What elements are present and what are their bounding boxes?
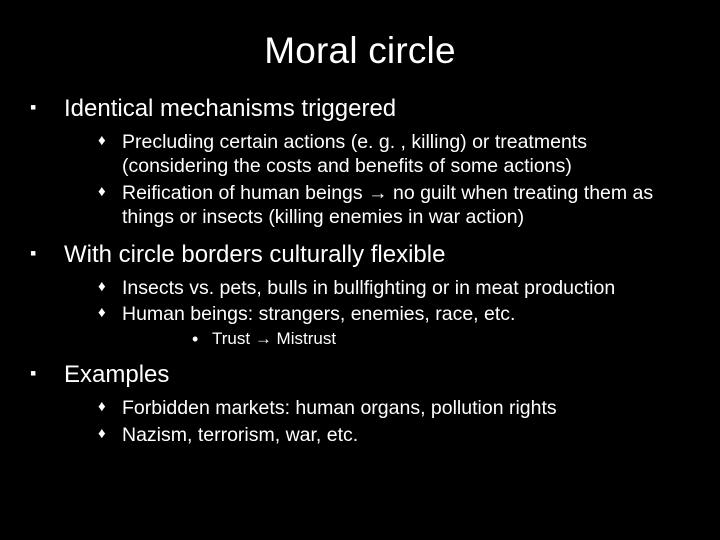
sub-item: ♦ Precluding certain actions (e. g. , ki… [64,130,696,179]
sub-list: ♦ Precluding certain actions (e. g. , ki… [64,130,696,230]
diamond-bullet-icon: ♦ [98,278,106,295]
diamond-bullet-icon: ♦ [98,132,106,149]
diamond-bullet-icon: ♦ [98,425,106,442]
sub-item: ♦ Nazism, terrorism, war, etc. [64,423,696,447]
item-text: Examples [64,361,169,388]
diamond-bullet-icon: ♦ [98,304,106,321]
item-text: Identical mechanisms triggered [64,95,396,122]
item-text: With circle borders culturally flexible [64,241,445,268]
slide: Moral circle ▪ Identical mechanisms trig… [0,0,720,540]
subsub-list: • Trust → Mistrust [122,328,696,350]
list-item: ▪ With circle borders culturally flexibl… [24,240,696,351]
sub-item: ♦ Forbidden markets: human organs, pollu… [64,396,696,420]
dot-bullet-icon: • [192,330,198,348]
diamond-bullet-icon: ♦ [98,398,106,415]
sub-item: ♦ Human beings: strangers, enemies, race… [64,302,696,350]
sub-item: ♦ Reification of human beings → no guilt… [64,181,696,230]
sub-item-text: Reification of human beings → no guilt w… [122,182,653,228]
subsub-item: • Trust → Mistrust [122,328,696,350]
subsub-item-text: Trust → Mistrust [212,329,336,348]
sub-item-text: Insects vs. pets, bulls in bullfighting … [122,277,615,299]
square-bullet-icon: ▪ [30,364,36,382]
square-bullet-icon: ▪ [30,98,36,116]
diamond-bullet-icon: ♦ [98,183,106,200]
sub-item-text: Precluding certain actions (e. g. , kill… [122,131,587,177]
bullet-list: ▪ Identical mechanisms triggered ♦ Precl… [24,94,696,447]
sub-item-text: Forbidden markets: human organs, polluti… [122,397,557,419]
sub-item: ♦ Insects vs. pets, bulls in bullfightin… [64,276,696,300]
slide-title: Moral circle [24,30,696,72]
sub-list: ♦ Forbidden markets: human organs, pollu… [64,396,696,447]
list-item: ▪ Identical mechanisms triggered ♦ Precl… [24,94,696,230]
list-item: ▪ Examples ♦ Forbidden markets: human or… [24,360,696,447]
sub-item-text: Human beings: strangers, enemies, race, … [122,303,515,325]
sub-item-text: Nazism, terrorism, war, etc. [122,424,358,446]
sub-list: ♦ Insects vs. pets, bulls in bullfightin… [64,276,696,351]
square-bullet-icon: ▪ [30,244,36,262]
